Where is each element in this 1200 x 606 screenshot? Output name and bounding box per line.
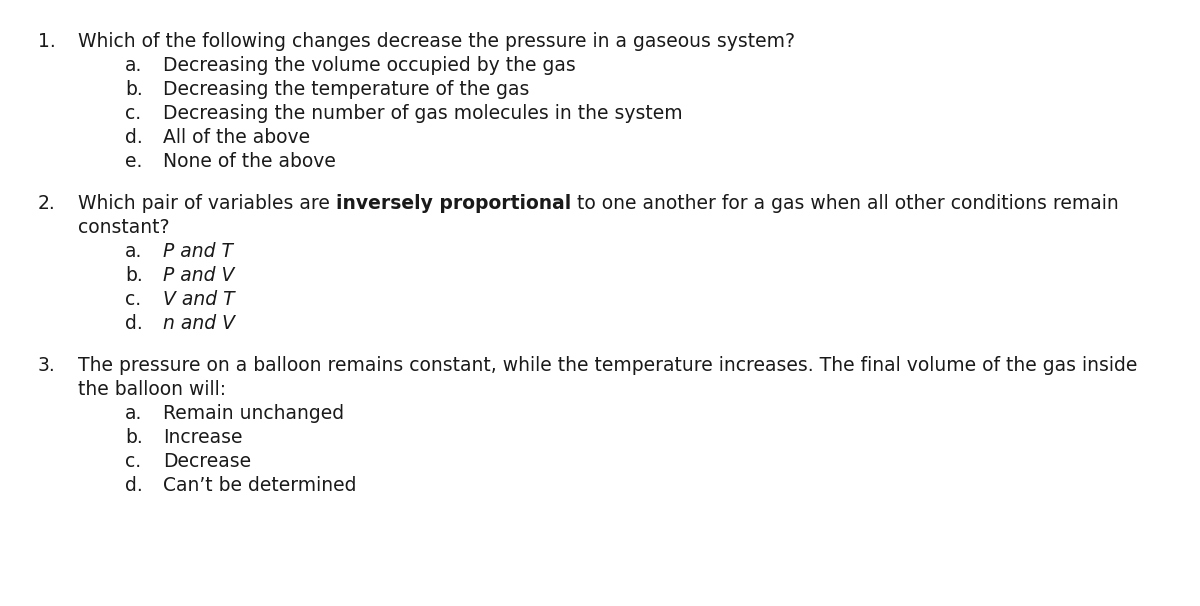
Text: to one another for a gas when all other conditions remain: to one another for a gas when all other … [571, 194, 1118, 213]
Text: b.: b. [125, 266, 143, 285]
Text: None of the above: None of the above [163, 152, 336, 171]
Text: c.: c. [125, 290, 142, 309]
Text: 1.: 1. [38, 32, 55, 51]
Text: V and T: V and T [163, 290, 235, 309]
Text: d.: d. [125, 476, 143, 495]
Text: d.: d. [125, 128, 143, 147]
Text: P and V: P and V [163, 266, 234, 285]
Text: inversely proportional: inversely proportional [336, 194, 571, 213]
Text: c.: c. [125, 452, 142, 471]
Text: 2.: 2. [38, 194, 55, 213]
Text: d.: d. [125, 314, 143, 333]
Text: Decrease: Decrease [163, 452, 251, 471]
Text: a.: a. [125, 56, 143, 75]
Text: The pressure on a balloon remains constant, while the temperature increases. The: The pressure on a balloon remains consta… [78, 356, 1138, 375]
Text: Decreasing the temperature of the gas: Decreasing the temperature of the gas [163, 80, 529, 99]
Text: the balloon will:: the balloon will: [78, 380, 226, 399]
Text: e.: e. [125, 152, 143, 171]
Text: Which of the following changes decrease the pressure in a gaseous system?: Which of the following changes decrease … [78, 32, 796, 51]
Text: b.: b. [125, 80, 143, 99]
Text: Can’t be determined: Can’t be determined [163, 476, 356, 495]
Text: c.: c. [125, 104, 142, 123]
Text: Decreasing the volume occupied by the gas: Decreasing the volume occupied by the ga… [163, 56, 576, 75]
Text: Remain unchanged: Remain unchanged [163, 404, 344, 423]
Text: P and T: P and T [163, 242, 233, 261]
Text: 3.: 3. [38, 356, 55, 375]
Text: n and V: n and V [163, 314, 235, 333]
Text: b.: b. [125, 428, 143, 447]
Text: Decreasing the number of gas molecules in the system: Decreasing the number of gas molecules i… [163, 104, 683, 123]
Text: a.: a. [125, 242, 143, 261]
Text: constant?: constant? [78, 218, 169, 237]
Text: Increase: Increase [163, 428, 242, 447]
Text: a.: a. [125, 404, 143, 423]
Text: Which pair of variables are: Which pair of variables are [78, 194, 336, 213]
Text: All of the above: All of the above [163, 128, 310, 147]
